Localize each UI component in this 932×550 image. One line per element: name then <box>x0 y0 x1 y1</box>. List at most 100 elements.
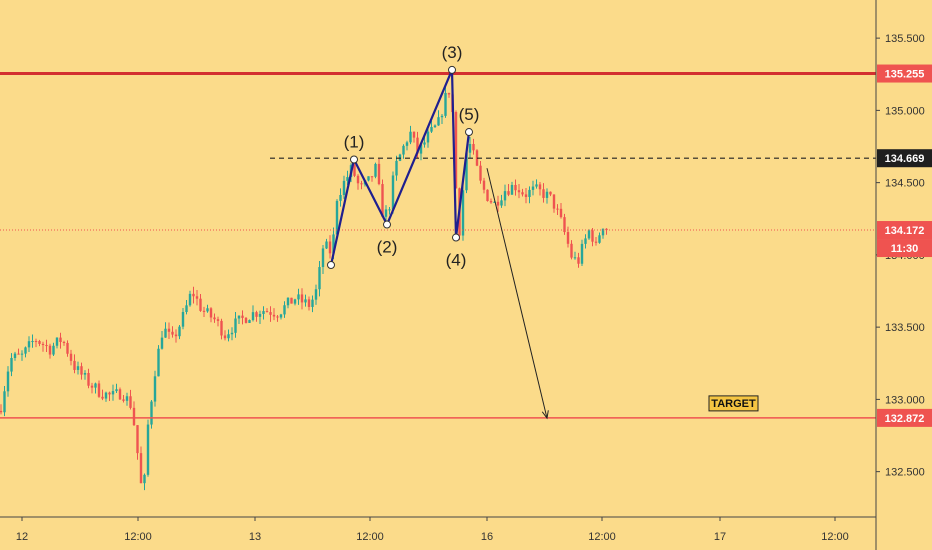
candle-body <box>272 314 276 317</box>
price-badge-dashed-text: 134.669 <box>885 153 925 165</box>
candle-body <box>342 180 346 196</box>
candle-body <box>496 201 500 206</box>
countdown-badge-box <box>877 239 932 258</box>
candle-body <box>384 209 388 217</box>
candle-body <box>87 373 90 386</box>
candle-body <box>489 201 493 203</box>
candle-body <box>104 392 108 399</box>
wave-label: (5) <box>459 105 480 124</box>
candle-body <box>213 317 216 320</box>
candle-body <box>552 194 556 209</box>
candle-body <box>164 328 167 338</box>
candle-body <box>479 165 482 181</box>
candle-body <box>545 191 549 198</box>
candle-body <box>493 201 496 203</box>
candle-body <box>510 184 514 195</box>
candle-body <box>335 200 339 235</box>
candle-body <box>227 334 230 339</box>
y-tick-label: 135.000 <box>885 105 925 117</box>
price-badge-resistance-text: 135.255 <box>885 69 925 81</box>
candle-body <box>591 230 594 242</box>
candle-body <box>66 342 69 354</box>
candle-body <box>314 289 318 300</box>
candle-body <box>83 373 87 375</box>
candle-body <box>598 235 601 243</box>
candle-body <box>262 311 265 314</box>
candle-body <box>234 318 237 333</box>
candle-body <box>405 142 409 146</box>
candle-body <box>73 360 76 370</box>
candle-body <box>13 353 17 359</box>
candle-body <box>605 228 608 231</box>
candle-body <box>101 396 104 399</box>
wave-label: (4) <box>446 251 467 270</box>
projection-arrow-head <box>541 410 549 420</box>
wave-point-marker <box>452 233 460 242</box>
candle-body <box>472 144 475 151</box>
candle-body <box>486 189 489 202</box>
candle-body <box>500 200 503 206</box>
candle-body <box>461 190 465 236</box>
candle-body <box>6 371 10 392</box>
candle-body <box>97 383 101 397</box>
candle-body <box>321 248 325 268</box>
candle-body <box>0 410 3 413</box>
candle-body <box>90 385 94 388</box>
candle-body <box>108 392 111 395</box>
candle-body <box>55 337 59 346</box>
candle-body <box>27 341 31 348</box>
candle-body <box>370 176 374 178</box>
candle-body <box>416 137 419 154</box>
countdown-badge-text: 11:30 <box>891 243 919 255</box>
candle-body <box>433 125 437 128</box>
candle-body <box>412 131 416 138</box>
x-tick-label: 13 <box>249 531 261 543</box>
candle-body <box>307 299 311 307</box>
elliott-wave-path <box>329 68 471 266</box>
wave-layer: (1) (2) (3) (4) (5) <box>327 43 549 420</box>
ticks-layer: 132.500133.000133.500134.000134.500135.0… <box>16 33 925 543</box>
candle-body <box>188 293 192 306</box>
levels-layer: TARGET <box>0 72 876 419</box>
candle-body <box>241 315 244 318</box>
candle-body <box>157 348 160 377</box>
candle-body <box>167 328 171 332</box>
candle-body <box>174 334 178 337</box>
candle-body <box>447 92 451 95</box>
candle-body <box>388 209 391 211</box>
target-label: TARGET <box>711 398 756 410</box>
candle-body <box>255 312 258 317</box>
candle-body <box>118 389 122 400</box>
price-badges-layer: 135.255 134.669 134.172 11:30 132.872 <box>877 64 932 427</box>
candle-body <box>31 341 34 343</box>
price-badge-target-text: 132.872 <box>885 413 925 425</box>
candle-body <box>297 294 300 300</box>
candle-body <box>230 332 234 335</box>
candle-body <box>528 189 531 197</box>
price-badge-current-box <box>877 221 932 240</box>
candle-body <box>601 228 605 236</box>
candle-body <box>150 401 153 425</box>
wave-label: (3) <box>442 43 463 62</box>
candle-body <box>122 399 125 401</box>
candle-body <box>24 347 27 354</box>
candle-body <box>402 145 405 155</box>
candle-body <box>559 208 563 218</box>
candle-body <box>444 92 447 116</box>
target-label-box <box>708 395 759 412</box>
candle-body <box>566 232 570 244</box>
candle-body <box>244 317 248 323</box>
candle-body <box>143 474 146 484</box>
candle-body <box>423 142 426 145</box>
candle-body <box>419 144 423 154</box>
candle-body <box>339 195 342 201</box>
candle-body <box>584 238 587 244</box>
candle-body <box>594 241 598 243</box>
candle-body <box>69 353 73 361</box>
y-tick-label: 133.500 <box>885 322 925 334</box>
candle-body <box>346 177 349 181</box>
candle-body <box>220 320 223 336</box>
x-tick-label: 16 <box>481 531 493 543</box>
y-tick-label: 132.500 <box>885 467 925 479</box>
